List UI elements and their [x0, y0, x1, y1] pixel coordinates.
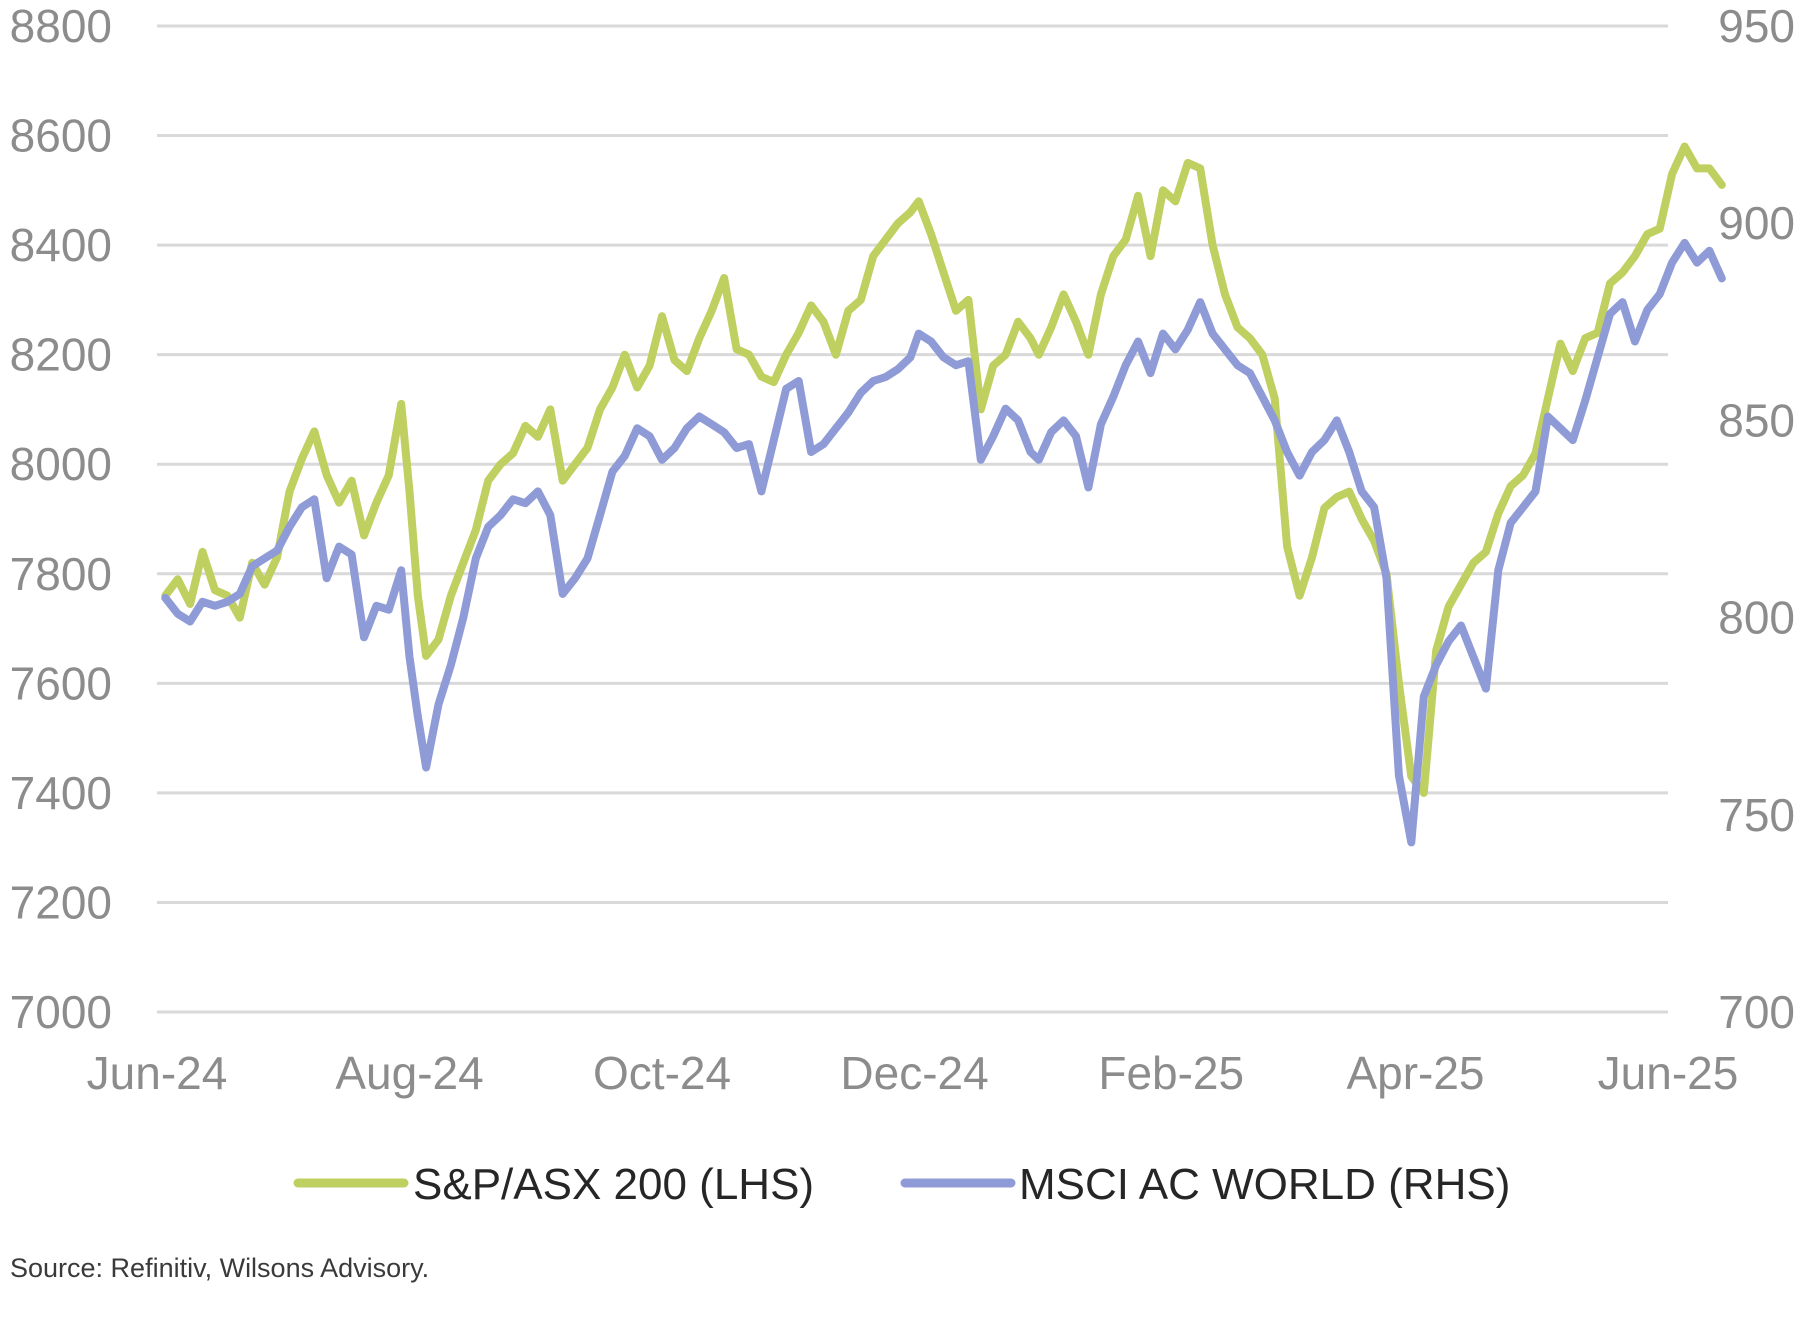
x-tick-label: Apr-25 — [1346, 1047, 1484, 1099]
msci-world-line — [161, 238, 1726, 847]
left-tick-label: 7800 — [10, 548, 112, 600]
x-tick-label: Aug-24 — [335, 1047, 483, 1099]
x-axis-ticks: Jun-24 Aug-24 Oct-24 Dec-24 Feb-25 Apr-25 Jun-… — [87, 1047, 1739, 1099]
x-tick-label: Jun-24 — [87, 1047, 228, 1099]
left-tick-label: 7200 — [10, 876, 112, 928]
legend-label: MSCI AC WORLD (RHS) — [1019, 1160, 1510, 1209]
asx200-line — [161, 142, 1726, 797]
x-tick-label: Dec-24 — [840, 1047, 988, 1099]
right-tick-label: 750 — [1718, 789, 1795, 841]
right-axis-ticks: 700 750 800 850 900 950 — [1718, 0, 1795, 1038]
legend-label: S&P/ASX 200 (LHS) — [413, 1160, 814, 1209]
x-tick-label: Oct-24 — [593, 1047, 731, 1099]
left-tick-label: 7600 — [10, 657, 112, 709]
x-tick-label: Feb-25 — [1098, 1047, 1244, 1099]
right-tick-label: 850 — [1718, 394, 1795, 446]
left-axis-ticks: 7000 7200 7400 7600 7800 8000 8200 8400 8600 8800 — [10, 0, 112, 1038]
left-tick-label: 8600 — [10, 110, 112, 162]
left-tick-label: 8000 — [10, 438, 112, 490]
series-lines — [161, 142, 1726, 847]
left-tick-label: 7000 — [10, 986, 112, 1038]
gridlines — [157, 24, 1668, 1014]
source-note: Source: Refinitiv, Wilsons Advisory. — [10, 1253, 430, 1283]
x-tick-label: Jun-25 — [1598, 1047, 1739, 1099]
left-tick-label: 7400 — [10, 767, 112, 819]
left-tick-label: 8400 — [10, 219, 112, 271]
right-tick-label: 700 — [1718, 986, 1795, 1038]
left-tick-label: 8800 — [10, 0, 112, 52]
legend: S&P/ASX 200 (LHS) MSCI AC WORLD (RHS) — [293, 1160, 1510, 1209]
right-tick-label: 800 — [1718, 592, 1795, 644]
right-tick-label: 900 — [1718, 197, 1795, 249]
left-tick-label: 8200 — [10, 329, 112, 381]
right-tick-label: 950 — [1718, 0, 1795, 52]
